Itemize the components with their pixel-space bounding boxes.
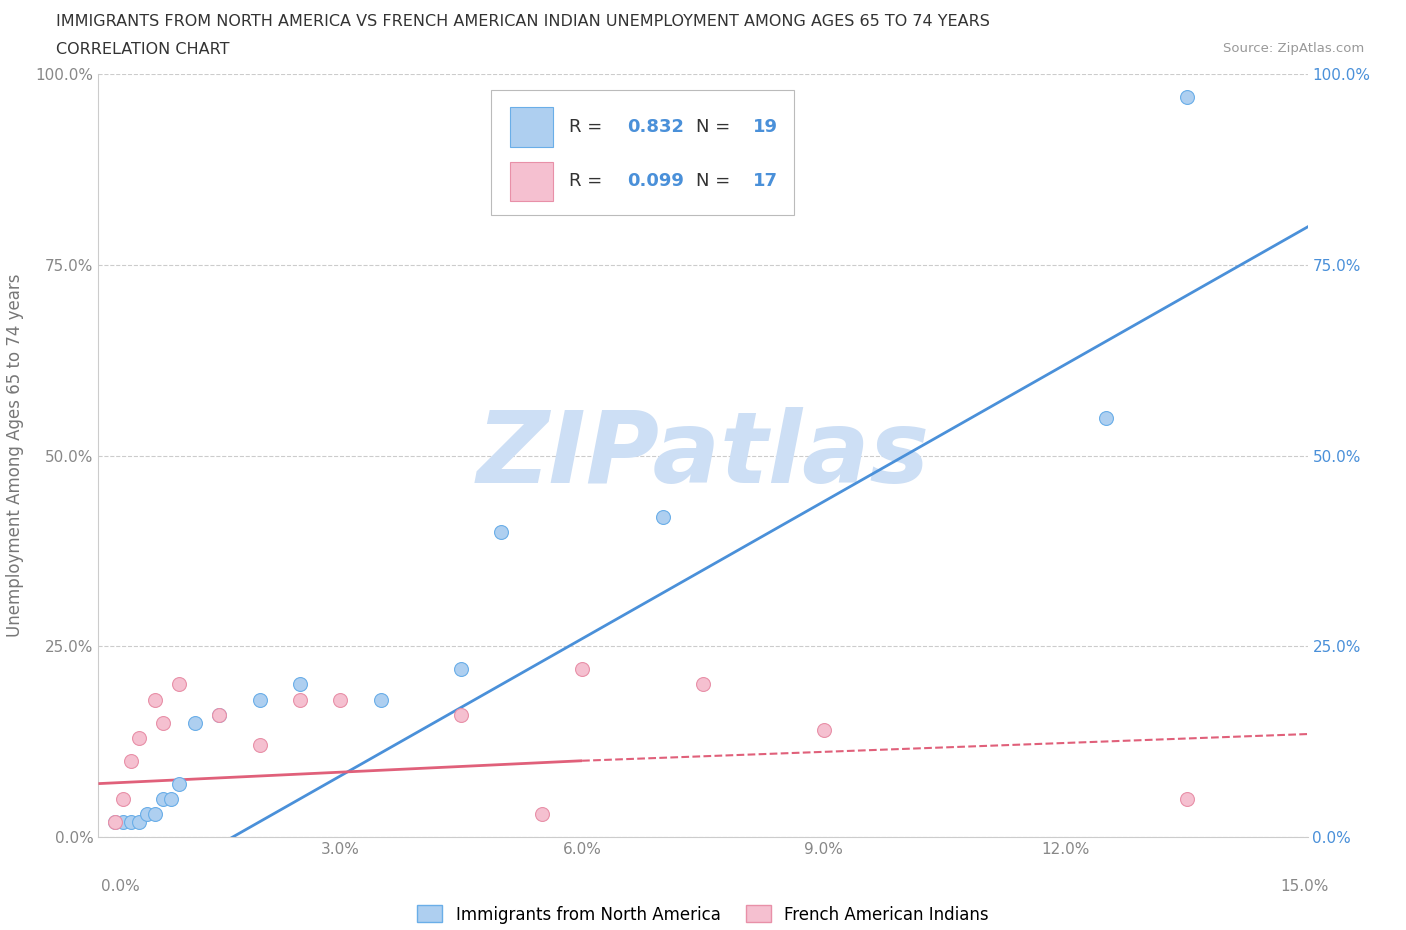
Point [143,692,166,707]
FancyBboxPatch shape [509,162,553,202]
Text: 0.099: 0.099 [627,172,683,190]
Point [692,677,714,692]
Point [103,815,125,830]
Text: R =: R = [569,172,602,190]
Point [813,723,835,737]
Point [288,677,311,692]
Point [103,815,125,830]
Point [111,791,134,806]
Point [651,510,673,525]
Text: 0.0%: 0.0% [101,879,141,894]
Point [288,692,311,707]
Point [128,730,150,745]
Text: 17: 17 [752,172,778,190]
Point [128,815,150,830]
Point [143,806,166,821]
Point [152,715,174,730]
Point [1095,410,1118,425]
Point [1175,90,1198,105]
Point [450,662,472,677]
Legend: Immigrants from North America, French American Indians: Immigrants from North America, French Am… [411,898,995,930]
Text: CORRELATION CHART: CORRELATION CHART [56,42,229,57]
Y-axis label: Unemployment Among Ages 65 to 74 years: Unemployment Among Ages 65 to 74 years [7,274,24,637]
Text: 0.832: 0.832 [627,117,683,136]
Text: N =: N = [696,172,730,190]
Point [491,525,513,539]
Text: Source: ZipAtlas.com: Source: ZipAtlas.com [1223,42,1364,55]
Point [208,708,231,723]
Text: ZIPatlas: ZIPatlas [477,407,929,504]
Point [370,692,392,707]
Point [208,708,231,723]
Point [120,815,142,830]
Point [329,692,352,707]
Text: R =: R = [569,117,602,136]
Point [135,806,157,821]
FancyBboxPatch shape [509,107,553,147]
Point [184,715,207,730]
FancyBboxPatch shape [492,89,793,216]
Text: N =: N = [696,117,730,136]
Point [152,791,174,806]
Point [111,815,134,830]
Point [249,738,271,753]
Point [249,692,271,707]
Point [530,806,553,821]
Point [1175,791,1198,806]
Text: IMMIGRANTS FROM NORTH AMERICA VS FRENCH AMERICAN INDIAN UNEMPLOYMENT AMONG AGES : IMMIGRANTS FROM NORTH AMERICA VS FRENCH … [56,14,990,29]
Point [450,708,472,723]
Point [571,662,593,677]
Point [120,753,142,768]
Text: 19: 19 [752,117,778,136]
Text: 15.0%: 15.0% [1281,879,1329,894]
Point [167,777,190,791]
Point [167,677,190,692]
Point [160,791,183,806]
